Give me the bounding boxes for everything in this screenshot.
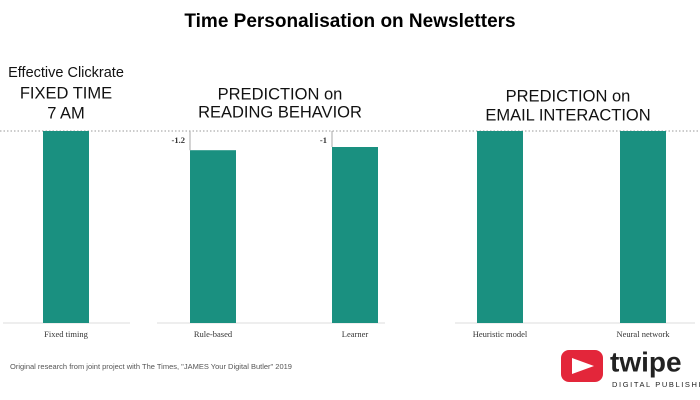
panel-heading: PREDICTION on bbox=[218, 85, 343, 103]
logo-tagline: DIGITAL PUBLISHING bbox=[612, 380, 700, 389]
data-label: -1 bbox=[320, 135, 327, 145]
panel-heading: FIXED TIME bbox=[20, 84, 112, 102]
x-tick-label: Heuristic model bbox=[473, 329, 528, 339]
x-tick-label: Learner bbox=[342, 329, 369, 339]
x-tick-label: Fixed timing bbox=[44, 329, 88, 339]
bar bbox=[43, 131, 89, 323]
logo-arrow bbox=[572, 358, 594, 374]
bar bbox=[477, 131, 523, 323]
bar bbox=[620, 131, 666, 323]
logo-name: twipe bbox=[610, 346, 682, 377]
x-tick-label: Rule-based bbox=[194, 329, 233, 339]
panel-heading: READING BEHAVIOR bbox=[198, 103, 362, 121]
x-tick-label: Neural network bbox=[616, 329, 670, 339]
bar bbox=[332, 147, 378, 323]
footnote: Original research from joint project wit… bbox=[10, 362, 292, 371]
panel-heading: EMAIL INTERACTION bbox=[485, 106, 650, 124]
panel-heading: Effective Clickrate bbox=[8, 65, 124, 81]
slide-title: Time Personalisation on Newsletters bbox=[184, 11, 515, 32]
data-label: -1.2 bbox=[172, 135, 185, 145]
logo: twipe DIGITAL PUBLISHING bbox=[561, 346, 700, 389]
panel-heading: PREDICTION on bbox=[506, 87, 631, 105]
bar bbox=[190, 150, 236, 323]
panel-heading: 7 AM bbox=[47, 104, 85, 122]
